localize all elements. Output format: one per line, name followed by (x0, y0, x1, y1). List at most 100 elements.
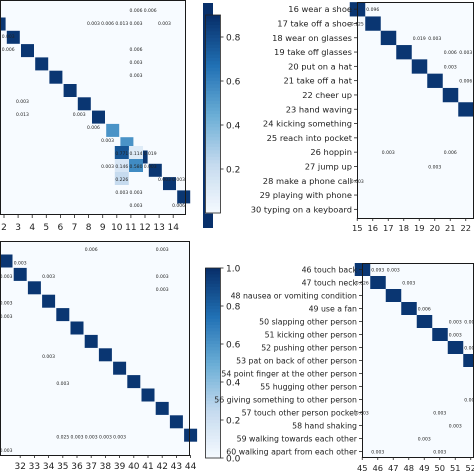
bottom-left-colorbar-segment (205, 312, 220, 317)
bottom-right-diagonal-cell (447, 341, 464, 354)
top-left-x-tick-label: 12 (139, 223, 150, 233)
bottom-left-x-tick-label: 39 (114, 462, 126, 472)
top-left-diagonal-cell (21, 44, 34, 58)
top-left-cell-value: 0.003 (2, 34, 15, 40)
bottom-left-x-tick-label: 36 (71, 462, 83, 472)
bottom-left-cell-value: 0.003 (0, 448, 13, 454)
top-right-y-tick-label: 22 cheer up (302, 90, 352, 100)
top-left-colorbar-segment (205, 147, 220, 151)
top-right-plot-area (357, 2, 474, 218)
bottom-left-colorbar-segment (205, 299, 220, 304)
top-left-colorbar-segment (205, 130, 220, 135)
bottom-right-y-tick-label: 60 walking apart from each other (226, 448, 357, 457)
bottom-left-x-tick-label: 43 (171, 462, 182, 472)
top-left-cell-value: 0.146 (115, 164, 128, 170)
top-left-colorbar-segment (205, 100, 220, 105)
top-left-plot-area (0, 0, 186, 215)
bottom-right-x-tick-label: 49 (419, 463, 430, 473)
bottom-left-colorbar-segment (205, 296, 220, 301)
bottom-left-x-tick-label: 42 (156, 462, 167, 472)
bottom-right-diagonal-cell (370, 276, 386, 289)
bottom-left-colorbar-frame (205, 267, 221, 459)
top-left-colorbar-segment (205, 176, 220, 181)
bottom-left-x-tick-label: 35 (57, 462, 68, 472)
top-left-cell-value: 0.226 (115, 177, 128, 183)
top-left-colorbar-tick-label: 0.8 (226, 34, 241, 44)
bottom-left-colorbar-segment (205, 366, 220, 370)
top-left-cell-value: 0.003 (144, 164, 157, 170)
top-right-cell-value: 0.096 (366, 7, 379, 13)
bottom-right-diagonal-cell (463, 354, 474, 367)
top-left-diagonal-cell (177, 190, 191, 204)
top-left-colorbar-segment (205, 209, 220, 214)
bottom-left-colorbar-segment (205, 404, 220, 408)
top-left-x-tick-label: 7 (72, 223, 78, 233)
bottom-right-x-tick-label: 47 (388, 463, 399, 473)
bottom-right-cell-value: 0.003 (433, 411, 446, 417)
bottom-right-y-tick-label: 48 nausea or vomiting condition (231, 292, 357, 301)
bottom-left-diagonal-cell (0, 254, 13, 268)
top-right-cell-value: 0.003 (382, 150, 395, 156)
top-left-colorbar-segment (205, 186, 220, 191)
bottom-left-cell-value: 0.003 (156, 287, 169, 293)
bottom-left-colorbar-segment (205, 413, 220, 418)
bottom-left-colorbar-tick-label: 0.0 (226, 455, 241, 465)
bottom-right-cell-value: 0.003 (464, 320, 474, 326)
bottom-left-x-tick-label: 32 (14, 462, 25, 472)
bottom-left-plot-area (0, 241, 190, 455)
bottom-right-y-tick-label: 49 use a fan (309, 305, 357, 314)
bottom-right-y-tick-label: 51 kicking other person (265, 331, 357, 340)
top-left-colorbar-segment (205, 180, 220, 184)
top-left-colorbar-segment (205, 120, 220, 125)
top-left-cell-value: 0.003 (130, 21, 143, 27)
top-left-cell-value: 0.006 (130, 47, 143, 53)
bottom-left-colorbar-segment (205, 309, 220, 313)
bottom-left-colorbar-segment (205, 347, 220, 351)
bottom-left-colorbar-segment (205, 382, 220, 386)
top-left-cell-value: 0.003 (101, 164, 114, 170)
bottom-left-x-tick-label: 38 (100, 462, 112, 472)
bottom-right-x-tick-label: 52 (465, 463, 474, 473)
top-left-diagonal-cell (92, 110, 105, 124)
top-right-diagonal-cell (365, 16, 381, 31)
bottom-left-colorbar-tick-label: 0.4 (226, 379, 241, 389)
top-left-x-tick-label: 6 (58, 223, 64, 233)
top-left-colorbar-segment (205, 64, 220, 69)
top-right-y-tick-label: 26 hoppin (310, 147, 352, 157)
top-right-cell-value: 0.006 (459, 79, 472, 85)
bottom-left-colorbar-tick-label: 0.2 (226, 417, 240, 427)
top-left-colorbar-segment (205, 18, 220, 23)
bottom-right-y-tick-label: 59 walking towards each other (237, 435, 358, 444)
top-left-x-tick-label: 5 (43, 223, 49, 233)
top-right-cell-value: 0.006 (444, 50, 457, 56)
bottom-left-colorbar-segment (205, 391, 220, 396)
top-right-cell-value: 0.003 (428, 36, 441, 42)
bottom-left-colorbar-segment (205, 268, 220, 272)
top-left-colorbar-segment (205, 153, 220, 158)
top-left-colorbar-tick-label: 0.2 (226, 166, 240, 176)
top-left-cell-value: 0.003 (115, 190, 128, 196)
bottom-left-cell-value: 0.025 (56, 435, 69, 441)
bottom-left-colorbar-tick-label: 0.8 (226, 303, 241, 313)
bottom-left-colorbar-segment (205, 451, 220, 456)
bottom-right-x-tick-label: 46 (372, 463, 383, 473)
bottom-left-cell-value: 0.003 (0, 314, 13, 320)
top-right-cell-value: 0.003 (428, 164, 441, 170)
top-left-colorbar-segment (205, 117, 220, 122)
top-left-colorbar-segment (205, 114, 220, 118)
top-right-x-tick-label: 20 (429, 223, 440, 233)
top-left-colorbar-segment (205, 163, 220, 168)
bottom-left-colorbar-segment (205, 356, 220, 361)
top-right-y-tick-label: 23 hand waving (286, 104, 352, 114)
bottom-right-cell-value: 0.003 (449, 424, 462, 430)
bottom-left-colorbar-segment (205, 401, 220, 405)
bottom-left-colorbar-segment (205, 388, 220, 393)
top-right-diagonal-cell (442, 87, 459, 103)
bottom-left-colorbar-segment (205, 435, 220, 440)
bottom-left-cell-value: 0.003 (0, 274, 13, 280)
bottom-left-cell-value: 0.003 (156, 274, 169, 280)
top-left-frame (0, 0, 186, 215)
bottom-right-cell-value: 0.003 (449, 333, 462, 339)
bottom-left-colorbar-segment (205, 353, 220, 358)
